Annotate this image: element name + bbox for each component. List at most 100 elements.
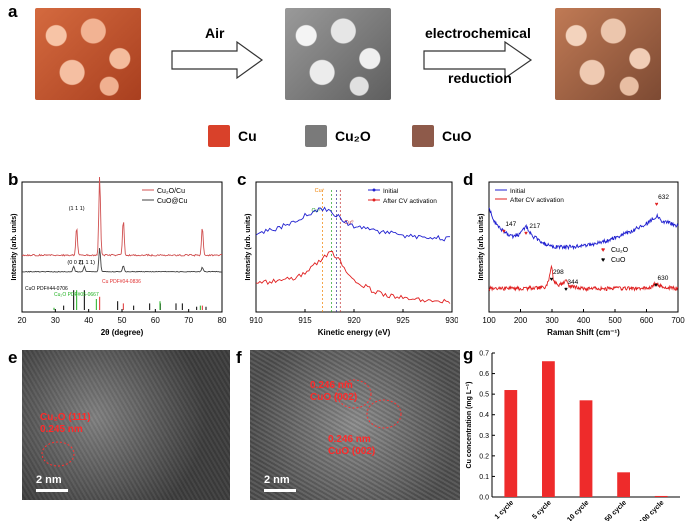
peak-marker-icon: ♥ bbox=[550, 277, 554, 283]
panel-g-label: g bbox=[463, 345, 474, 364]
peak-annotation: (0 0 2) bbox=[67, 260, 83, 266]
raman-series-1 bbox=[488, 207, 679, 251]
species-marker-icon: ♥ bbox=[601, 257, 605, 264]
legend-label: After CV activation bbox=[383, 198, 437, 205]
cu-concentration-chart: 0.0 0.1 0.2 0.3 0.4 0.5 0.6 0.7 Cu concentration… bbox=[466, 351, 680, 521]
tem-image-e bbox=[22, 350, 230, 500]
auger-series-2 bbox=[255, 250, 451, 304]
peak-label: 298 bbox=[553, 269, 564, 276]
x-axis-label: Kinetic energy (eV) bbox=[318, 328, 391, 337]
x-tick-label: 1 cycle bbox=[494, 499, 516, 521]
panel-a-arrows bbox=[171, 40, 533, 80]
x-tick-label: 100 bbox=[482, 316, 496, 325]
legend-label: Initial bbox=[510, 188, 526, 195]
x-tick-label: 200 bbox=[514, 316, 528, 325]
x-tick-label: 60 bbox=[151, 316, 160, 325]
x-tick-label: 925 bbox=[396, 316, 410, 325]
tem-e-overlay bbox=[41, 441, 75, 467]
peak-label: 147 bbox=[505, 221, 516, 228]
raman-chart: 100 200 300 400 500 600 700 Raman Shift (cm⁻¹) I… bbox=[478, 181, 685, 337]
panel-a-label: a bbox=[8, 2, 18, 21]
xrd-series-2 bbox=[21, 248, 223, 273]
y-tick-label: 0.1 bbox=[479, 474, 489, 481]
x-axis-label: 2θ (degree) bbox=[101, 328, 144, 337]
bar-4 bbox=[617, 472, 630, 497]
cu2o-swatch bbox=[305, 125, 327, 147]
legend-marker bbox=[372, 188, 376, 192]
x-tick-label: 5 cycle bbox=[531, 499, 553, 521]
peak-marker-icon: ♥ bbox=[524, 231, 528, 237]
x-tick-label: 500 bbox=[608, 316, 622, 325]
panel-f-label: f bbox=[236, 348, 242, 367]
tem-f-annotation1-line1: 0.246 nm bbox=[310, 380, 353, 391]
species-label: CuO bbox=[611, 257, 626, 264]
tem-f-overlay bbox=[336, 379, 402, 429]
tem-e-annotation-line2: 0.245 nm bbox=[40, 424, 83, 435]
bar-2 bbox=[542, 361, 555, 497]
bar-1 bbox=[504, 390, 518, 497]
scale-label-e: 2 nm bbox=[36, 474, 62, 486]
tem-e-annotation-line1: Cu₂O (111) bbox=[40, 412, 91, 423]
tem-f-annotation2-line1: 0.246 nm bbox=[328, 434, 371, 445]
panel-e-label: e bbox=[8, 348, 18, 367]
peak-label: 632 bbox=[658, 194, 669, 201]
reference-label: CuO PDF#44-0706 bbox=[25, 286, 68, 292]
lattice-circle-e bbox=[41, 441, 75, 467]
reduction-arrow-icon bbox=[423, 40, 533, 80]
tem-f-annotation1-line2: CuO (002) bbox=[310, 392, 358, 403]
scale-bar-e bbox=[36, 489, 68, 492]
legend-label: After CV activation bbox=[510, 197, 564, 204]
y-tick-label: 0.4 bbox=[479, 412, 489, 419]
y-tick-label: 0.3 bbox=[479, 433, 489, 440]
x-tick-label: 30 bbox=[51, 316, 60, 325]
panel-d-label: d bbox=[463, 170, 474, 189]
x-tick-label: 300 bbox=[545, 316, 559, 325]
legend-label: Cu₂O/Cu bbox=[157, 188, 185, 195]
air-arrow-icon bbox=[171, 40, 264, 80]
tem-f-annotation2-line2: CuO (002) bbox=[328, 446, 376, 457]
y-axis-label: Intensity (arb. units) bbox=[478, 214, 485, 281]
x-tick-label: 910 bbox=[249, 316, 263, 325]
x-tick-label: 80 bbox=[218, 316, 227, 325]
y-axis-label: Intensity (arb. units) bbox=[11, 214, 18, 281]
panel-b-label: b bbox=[8, 170, 19, 189]
step2-label-line2: reduction bbox=[448, 70, 512, 86]
x-tick-label: 400 bbox=[577, 316, 591, 325]
raman-series-2 bbox=[488, 264, 679, 292]
reference-marker-label: Cu⁰ bbox=[344, 219, 354, 226]
x-tick-label: 50 cycle bbox=[604, 499, 628, 521]
peak-label: 344 bbox=[567, 279, 578, 286]
x-tick-label: 40 bbox=[84, 316, 93, 325]
cu2o-foam-cube bbox=[285, 8, 391, 100]
y-tick-label: 0.5 bbox=[479, 392, 489, 399]
y-tick-label: 0.2 bbox=[479, 453, 489, 460]
y-axis-label: Cu concentration (mg L⁻¹) bbox=[466, 382, 473, 469]
x-tick-label: 915 bbox=[298, 316, 312, 325]
legend-label: CuO@Cu bbox=[157, 198, 188, 205]
scale-bar-f bbox=[264, 489, 296, 492]
x-tick-label: 70 bbox=[184, 316, 193, 325]
x-axis-label: Raman Shift (cm⁻¹) bbox=[547, 328, 620, 337]
cu-legend-label: Cu bbox=[238, 128, 257, 144]
y-tick-label: 0.0 bbox=[479, 495, 489, 502]
species-marker-icon: ♥ bbox=[601, 247, 605, 254]
peak-label: 217 bbox=[529, 223, 540, 230]
legend-label: Initial bbox=[383, 188, 399, 195]
xrd-chart: 20 30 40 50 60 70 80 2θ (degree) Intensity (arb.… bbox=[11, 176, 227, 337]
peak-marker-icon: ♥ bbox=[564, 287, 568, 293]
cuo-legend-label: CuO bbox=[442, 128, 472, 144]
peak-label: 630 bbox=[658, 275, 669, 282]
species-label: Cu₂O bbox=[611, 247, 629, 254]
peak-annotation: (1 1 1) bbox=[79, 260, 95, 266]
auger-series-1 bbox=[255, 206, 450, 242]
bar-3 bbox=[579, 400, 593, 497]
x-tick-label: 930 bbox=[445, 316, 458, 325]
reference-label: Cu PDF#04-0836 bbox=[102, 279, 141, 285]
reference-marker-label: Cu⁺ bbox=[315, 187, 325, 194]
reference-label: Cu₂O PDF#05-0667 bbox=[54, 292, 99, 298]
cuo-swatch bbox=[412, 125, 434, 147]
x-tick-label: 100 cycle bbox=[639, 499, 666, 521]
peak-marker-icon: ♥ bbox=[502, 229, 506, 235]
cuo-foam-cube bbox=[555, 8, 661, 100]
x-tick-label: 920 bbox=[347, 316, 361, 325]
